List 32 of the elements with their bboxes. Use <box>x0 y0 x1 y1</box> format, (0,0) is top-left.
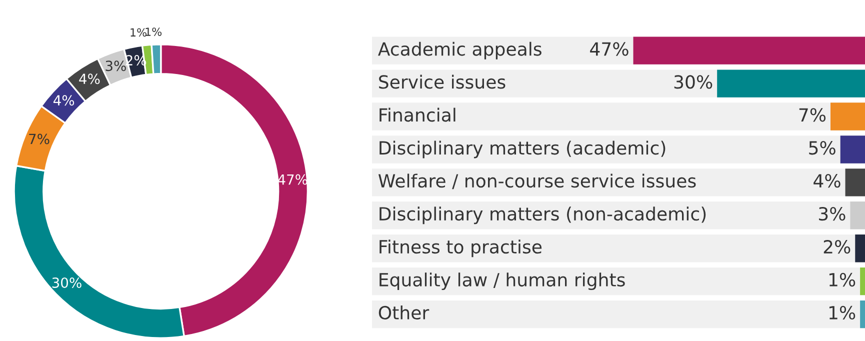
data-label: 5% <box>809 141 836 155</box>
y-tick-label: Fitness to practise <box>380 240 542 258</box>
y-tick-label: Academic appeals <box>378 42 542 60</box>
bar <box>830 102 865 130</box>
data-label: 4% <box>53 95 74 106</box>
y-tick-label: Equality law / human rights <box>380 272 625 290</box>
bar <box>840 136 865 164</box>
data-label: 30% <box>674 75 712 89</box>
bar <box>845 168 865 196</box>
bar <box>860 300 865 328</box>
data-label: 3% <box>106 60 126 72</box>
data-label: 7% <box>29 134 50 144</box>
data-label: 1% <box>829 306 856 320</box>
data-label: 47% <box>590 42 628 56</box>
data-label: 3% <box>818 206 846 221</box>
data-label: 30% <box>52 277 82 288</box>
data-label: 1% <box>130 28 146 37</box>
bar <box>855 234 865 262</box>
data-label: 1% <box>146 28 162 36</box>
y-tick-label: Disciplinary matters (non-academic) <box>380 206 706 224</box>
data-label: 7% <box>799 108 826 122</box>
data-label: 2% <box>824 240 850 254</box>
bar <box>860 267 865 296</box>
y-tick-label: Financial <box>380 108 456 122</box>
y-tick-label: Service issues <box>379 74 506 89</box>
data-label: 4% <box>814 174 840 188</box>
data-label: 1% <box>829 272 856 287</box>
bar <box>850 202 865 230</box>
y-tick-label: Disciplinary matters (academic) <box>380 140 666 158</box>
data-label: 4% <box>79 74 100 84</box>
y-tick-label: Other <box>378 306 430 320</box>
y-tick-label: Welfare / non-course service issues <box>378 174 696 190</box>
